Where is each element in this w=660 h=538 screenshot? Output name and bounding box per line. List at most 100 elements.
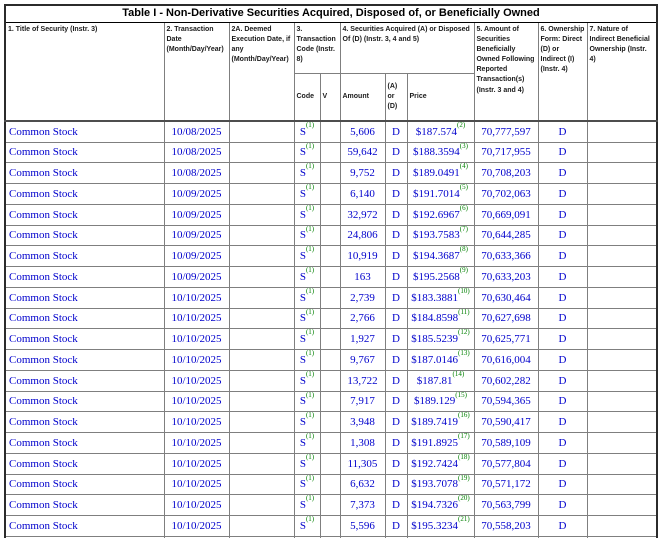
cell-security-title: Common Stock xyxy=(4,141,165,164)
cell-ownership-form: D xyxy=(537,473,588,496)
price-value: $185.5239 xyxy=(411,333,459,346)
cell-owned-following-transactions: 70,577,804 xyxy=(473,452,539,475)
table-row: Common Stock 10/08/2025 S(1) 59,642 D $1… xyxy=(4,141,658,164)
price-value: $191.7014 xyxy=(413,187,460,200)
footnote-ref: (1) xyxy=(305,245,315,254)
cell-amount: 10,919 xyxy=(339,245,386,267)
cell-transaction-code: S(1) xyxy=(293,390,321,413)
cell-owned-following-transactions: 70,571,172 xyxy=(473,473,539,496)
cell-transaction-date: 10/10/2025 xyxy=(163,473,230,496)
cell-transaction-date: 10/10/2025 xyxy=(163,515,230,537)
footnote-ref: (1) xyxy=(305,204,315,212)
cell-amount: 1,927 xyxy=(339,328,386,350)
cell-v xyxy=(319,224,341,247)
cell-transaction-code: S(1) xyxy=(293,245,321,267)
table-row: Common Stock 10/10/2025 S(1) 7,373 D $19… xyxy=(4,494,658,516)
cell-transaction-date: 10/10/2025 xyxy=(163,349,230,371)
cell-price: $193.7583(7) xyxy=(406,224,475,247)
cell-price: $192.7424(18) xyxy=(406,452,475,475)
price-value: $194.3687 xyxy=(413,250,460,263)
cell-price: $187.0146(13) xyxy=(406,349,475,371)
cell-price: $195.2568(9) xyxy=(406,266,475,288)
table-row: Common Stock 10/09/2025 S(1) 32,972 D $1… xyxy=(4,203,658,226)
transaction-code-value: S xyxy=(299,270,306,283)
table-body: Common Stock 10/08/2025 S(1) 5,606 D $18… xyxy=(4,120,658,538)
cell-acquired-or-disposed: D xyxy=(384,286,408,309)
cell-price: $187.81(14) xyxy=(406,369,475,392)
table-row: Common Stock 10/10/2025 S(1) 1,308 D $19… xyxy=(4,432,658,454)
cell-acquired-or-disposed: D xyxy=(384,411,408,433)
cell-deemed-execution-date xyxy=(228,286,295,309)
cell-acquired-or-disposed: D xyxy=(384,307,408,330)
footnote-ref: (1) xyxy=(305,266,315,275)
cell-security-title: Common Stock xyxy=(4,245,165,267)
cell-acquired-or-disposed: D xyxy=(384,141,408,164)
footnote-ref: (4) xyxy=(459,162,468,171)
footnote-ref: (1) xyxy=(305,121,315,130)
footnote-ref: (20) xyxy=(458,494,470,503)
cell-transaction-code: S(1) xyxy=(293,203,321,226)
cell-amount: 11,305 xyxy=(339,452,386,475)
price-value: $187.574 xyxy=(415,125,458,138)
cell-owned-following-transactions: 70,630,464 xyxy=(473,286,539,309)
cell-deemed-execution-date xyxy=(228,390,295,413)
cell-v xyxy=(319,515,341,537)
cell-security-title: Common Stock xyxy=(4,515,165,537)
cell-ownership-form: D xyxy=(537,307,588,330)
cell-transaction-date: 10/10/2025 xyxy=(163,369,230,392)
cell-owned-following-transactions: 70,558,203 xyxy=(473,515,539,537)
cell-v xyxy=(319,349,341,371)
cell-transaction-code: S(1) xyxy=(293,452,321,475)
cell-transaction-code: S(1) xyxy=(293,494,321,516)
price-value: $189.7419 xyxy=(411,416,459,429)
cell-v xyxy=(319,245,341,267)
cell-price: $184.8598(11) xyxy=(406,307,475,330)
footnote-ref: (11) xyxy=(458,308,470,316)
subheader-amount: Amount xyxy=(339,72,386,123)
header-row-sub: Code V Amount (A) or (D) Price xyxy=(5,72,657,123)
footnote-ref: (7) xyxy=(459,225,468,233)
footnote-ref: (16) xyxy=(458,411,470,420)
footnote-ref: (1) xyxy=(305,494,315,503)
cell-transaction-code: S(1) xyxy=(293,328,321,350)
cell-amount: 2,739 xyxy=(339,286,386,309)
cell-indirect-ownership-nature xyxy=(586,535,658,538)
cell-acquired-or-disposed: D xyxy=(384,515,408,537)
cell-v xyxy=(319,120,341,143)
cell-security-title: Common Stock xyxy=(4,120,165,143)
cell-indirect-ownership-nature xyxy=(586,411,658,433)
cell-amount: 5,596 xyxy=(339,515,386,537)
cell-indirect-ownership-nature xyxy=(586,286,658,309)
cell-transaction-code: S(1) xyxy=(293,369,321,392)
cell-transaction-code: S(1) xyxy=(293,224,321,247)
cell-transaction-date: 10/10/2025 xyxy=(163,432,230,454)
cell-transaction-code: S(1) xyxy=(293,349,321,371)
cell-transaction-date: 10/08/2025 xyxy=(163,120,230,143)
cell-transaction-date: 10/09/2025 xyxy=(163,183,230,205)
cell-amount: 9,752 xyxy=(339,162,386,184)
cell-price: $187.574(2) xyxy=(406,120,475,143)
subheader-code: Code xyxy=(293,72,321,123)
cell-ownership-form: D xyxy=(537,515,588,537)
cell-indirect-ownership-nature xyxy=(586,141,658,164)
table-title-row: Table I - Non-Derivative Securities Acqu… xyxy=(4,4,658,23)
table-row: Common Stock 10/09/2025 S(1) 10,919 D $1… xyxy=(4,245,658,267)
price-value: $195.2568 xyxy=(413,270,460,283)
transaction-code-value: S xyxy=(299,250,306,263)
price-value: $192.6967 xyxy=(413,208,460,221)
table-row: Common Stock 10/09/2025 S(1) 24,806 D $1… xyxy=(4,224,658,247)
cell-indirect-ownership-nature xyxy=(586,390,658,413)
cell-price: $193.7078(19) xyxy=(406,473,475,496)
cell-transaction-date: 10/10/2025 xyxy=(163,390,230,413)
cell-security-title: Common Stock xyxy=(4,494,165,516)
cell-indirect-ownership-nature xyxy=(586,245,658,267)
transaction-code-value: S xyxy=(299,499,306,512)
cell-v xyxy=(319,328,341,350)
cell-amount: 9,767 xyxy=(339,349,386,371)
cell-amount: 7,917 xyxy=(339,390,386,413)
cell-deemed-execution-date xyxy=(228,183,295,205)
cell-deemed-execution-date xyxy=(228,307,295,330)
cell-ownership-form: D xyxy=(537,286,588,309)
transaction-code-value: S xyxy=(299,519,306,532)
cell-price: $192.6967(6) xyxy=(406,203,475,226)
